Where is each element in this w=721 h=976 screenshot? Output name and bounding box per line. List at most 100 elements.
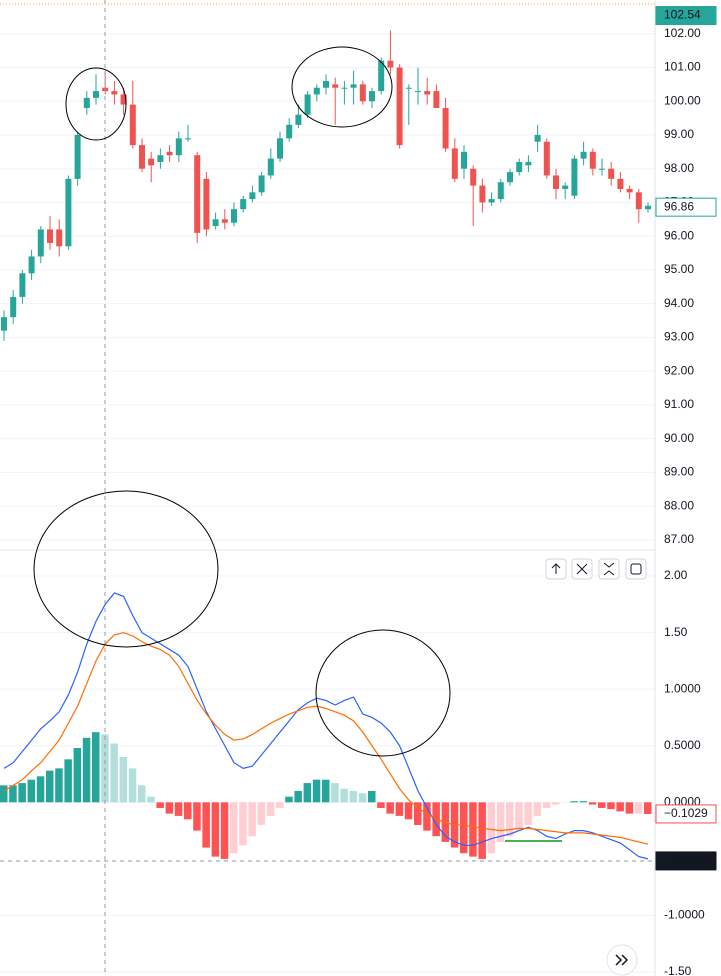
candle-body bbox=[1, 317, 7, 331]
histogram-bar bbox=[128, 768, 137, 803]
candle-body bbox=[470, 168, 477, 186]
candle-body bbox=[185, 138, 191, 140]
candle-body bbox=[516, 161, 523, 173]
histogram-bar bbox=[644, 802, 652, 814]
histogram-bar bbox=[211, 802, 220, 857]
y-tick-label: 99.00 bbox=[664, 127, 694, 141]
y-tick-label: 87.00 bbox=[664, 532, 694, 546]
histogram-bar bbox=[239, 802, 247, 846]
pane-buttons bbox=[545, 558, 647, 580]
histogram-bar bbox=[303, 783, 312, 803]
histogram-bar bbox=[377, 802, 385, 808]
candle-body bbox=[139, 145, 145, 169]
y-tick-label: 90.00 bbox=[664, 431, 694, 445]
candle-body bbox=[203, 178, 210, 230]
candle-body bbox=[221, 219, 228, 223]
axis: 102.00101.00100.0099.0098.0097.0096.0095… bbox=[655, 6, 717, 976]
histogram-bar bbox=[634, 802, 643, 814]
histogram-bar bbox=[257, 802, 266, 825]
histogram-bar bbox=[248, 802, 256, 837]
histogram-bar bbox=[230, 802, 238, 854]
price-label: 102.54 bbox=[664, 8, 701, 22]
histogram-bar bbox=[386, 802, 394, 814]
histogram-bar bbox=[27, 779, 36, 803]
candle-body bbox=[369, 91, 375, 102]
histogram-bar bbox=[616, 802, 624, 812]
histogram-bar bbox=[138, 785, 146, 803]
candle-body bbox=[277, 138, 283, 159]
candle-body bbox=[350, 84, 357, 88]
candle-body bbox=[461, 151, 467, 169]
candle-body bbox=[635, 192, 642, 210]
y-tick-label: 2.00 bbox=[664, 568, 688, 582]
price-label-box bbox=[655, 851, 717, 871]
candle-body bbox=[525, 161, 532, 166]
annotation-circle bbox=[33, 490, 219, 648]
y-tick-label: 100.00 bbox=[664, 93, 701, 107]
candle-body bbox=[249, 192, 256, 200]
candle-body bbox=[341, 87, 348, 89]
candle-body bbox=[645, 205, 651, 210]
candle-body bbox=[433, 91, 440, 108]
candle-body bbox=[93, 91, 99, 98]
histogram-bar bbox=[312, 779, 321, 803]
candle-body bbox=[313, 87, 320, 95]
candle-body bbox=[589, 151, 596, 169]
candle-body bbox=[129, 104, 136, 146]
collapse-button[interactable] bbox=[598, 558, 620, 580]
candle-body bbox=[396, 67, 403, 146]
candle-body bbox=[111, 91, 118, 95]
histogram-bar bbox=[46, 770, 54, 803]
candle-body bbox=[286, 124, 293, 139]
annotation-circle bbox=[315, 629, 451, 757]
y-tick-label: 95.00 bbox=[664, 262, 694, 276]
price-label: −0.1029 bbox=[664, 806, 708, 820]
histogram-bar bbox=[395, 802, 404, 816]
candle-body bbox=[28, 256, 35, 274]
y-tick-label: 88.00 bbox=[664, 498, 694, 512]
candle-body bbox=[387, 60, 394, 68]
histogram-bar bbox=[92, 732, 100, 803]
candle-body bbox=[304, 94, 311, 115]
candle-body bbox=[212, 219, 219, 227]
grid bbox=[0, 33, 655, 973]
histogram-bar bbox=[496, 802, 505, 842]
y-tick-label: 1.50 bbox=[664, 625, 688, 639]
candle-body bbox=[424, 91, 431, 95]
candle-body bbox=[415, 91, 421, 93]
histogram-bar bbox=[404, 802, 413, 820]
plot bbox=[0, 30, 652, 860]
candle-body bbox=[295, 114, 302, 125]
price-label-box bbox=[655, 197, 717, 217]
candle-body bbox=[378, 60, 385, 92]
histogram-bar bbox=[607, 802, 615, 810]
histogram-bar bbox=[322, 779, 330, 803]
histogram-bar bbox=[36, 776, 45, 803]
candle-body bbox=[571, 158, 578, 196]
candle-body bbox=[19, 273, 26, 297]
candle-body bbox=[175, 138, 182, 156]
price-label-box bbox=[655, 6, 717, 26]
price-label: −0.5179 bbox=[664, 853, 708, 867]
y-tick-label: 89.00 bbox=[664, 465, 694, 479]
candle-body bbox=[65, 178, 72, 247]
candle-body bbox=[323, 80, 329, 88]
histogram-bar bbox=[552, 802, 560, 805]
histogram-bar bbox=[73, 748, 82, 803]
candle-body bbox=[332, 84, 339, 88]
histogram-bar bbox=[460, 802, 468, 854]
icon bbox=[603, 562, 615, 576]
y-tick-label: 0.5000 bbox=[664, 738, 701, 752]
histogram-bar bbox=[515, 802, 523, 831]
candle-body bbox=[534, 134, 541, 142]
histogram-bar bbox=[276, 802, 284, 808]
annotation-circle bbox=[65, 67, 127, 141]
histogram-bar bbox=[414, 802, 422, 825]
histogram-bar bbox=[110, 743, 118, 803]
y-tick-label: 96.00 bbox=[664, 228, 694, 242]
y-tick-label: 91.00 bbox=[664, 397, 694, 411]
histogram-bar bbox=[368, 791, 376, 803]
maximize-button[interactable] bbox=[625, 558, 647, 580]
histogram-bar bbox=[119, 757, 128, 803]
